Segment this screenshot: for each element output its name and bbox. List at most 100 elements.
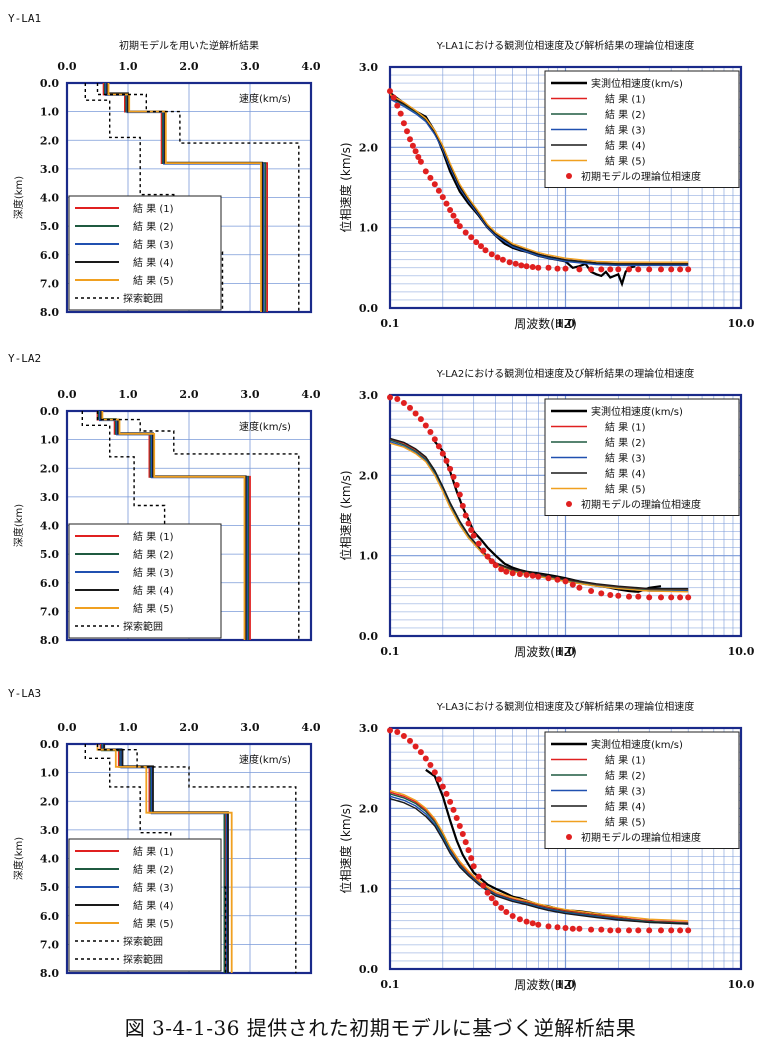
initial-model-point bbox=[545, 923, 552, 930]
initial-model-point bbox=[658, 266, 664, 273]
initial-model-point bbox=[598, 590, 605, 597]
initial-model-point bbox=[607, 592, 614, 598]
y-tick-label: 7.0 bbox=[40, 605, 59, 618]
legend-label: 結 果 (5) bbox=[133, 274, 174, 287]
legend-label: 結 果 (1) bbox=[133, 202, 174, 215]
legend-swatch bbox=[566, 173, 572, 179]
initial-model-point bbox=[685, 594, 692, 601]
legend-label: 初期モデルの理論位相速度 bbox=[581, 170, 701, 183]
legend-label: 結 果 (1) bbox=[133, 530, 174, 543]
initial-model-point bbox=[668, 266, 675, 273]
initial-model-point bbox=[509, 570, 516, 577]
initial-model-point bbox=[470, 532, 477, 539]
x-tick-label: 0.1 bbox=[380, 317, 399, 330]
phase-velocity-chart-1: Y-LA1における観測位相速度及び解析結果の理論位相速度 0.1 1.0 10.0 0.… bbox=[338, 39, 755, 331]
y-tick-label: 0.0 bbox=[40, 77, 59, 90]
initial-model-point bbox=[598, 926, 605, 933]
initial-model-point bbox=[626, 593, 632, 600]
legend-label: 結 果 (3) bbox=[133, 566, 174, 579]
initial-model-point bbox=[677, 927, 684, 934]
x-axis-label: 周波数(HZ) bbox=[514, 977, 577, 992]
initial-model-point bbox=[409, 142, 416, 149]
result-line-5 bbox=[389, 93, 689, 263]
initial-model-point bbox=[668, 927, 675, 934]
initial-model-point bbox=[475, 873, 482, 880]
initial-model-points bbox=[387, 394, 692, 601]
initial-model-point bbox=[499, 256, 506, 263]
plot-frame bbox=[65, 409, 313, 642]
legend-label: 結 果 (2) bbox=[133, 220, 174, 233]
x-tick-label: 10.0 bbox=[728, 317, 755, 330]
initial-model-point bbox=[554, 265, 561, 272]
initial-model-point bbox=[484, 553, 491, 560]
legend-label: 結 果 (5) bbox=[605, 816, 646, 829]
y-tick-label: 2.0 bbox=[359, 802, 378, 815]
initial-model-point bbox=[545, 264, 552, 271]
initial-model-point bbox=[523, 263, 530, 270]
legend-label: 結 果 (3) bbox=[133, 881, 174, 894]
y-tick-label: 4.0 bbox=[40, 853, 59, 866]
initial-model-point bbox=[545, 575, 552, 582]
x-tick-label: 1.0 bbox=[556, 978, 575, 991]
y-tick-label: 2.0 bbox=[359, 469, 378, 482]
initial-model-point bbox=[450, 473, 457, 480]
x-tick-label: 10.0 bbox=[728, 978, 755, 991]
initial-model-point bbox=[685, 927, 692, 934]
initial-model-point bbox=[607, 927, 614, 934]
initial-model-point bbox=[465, 520, 472, 527]
initial-model-point bbox=[404, 128, 410, 135]
initial-model-point bbox=[658, 927, 664, 934]
initial-model-point bbox=[569, 581, 576, 588]
legend-label: 結 果 (4) bbox=[605, 467, 646, 480]
initial-model-points bbox=[387, 88, 692, 273]
legend-label: 実測位相速度(km/s) bbox=[591, 405, 683, 418]
y-tick-label: 7.0 bbox=[40, 277, 59, 290]
site-label: Y-LA2 bbox=[8, 352, 41, 365]
y-tick-label: 0.0 bbox=[359, 302, 378, 315]
initial-model-point bbox=[435, 776, 442, 783]
initial-model-point bbox=[468, 527, 475, 533]
legend-label: 結 果 (3) bbox=[605, 124, 646, 137]
initial-model-point bbox=[503, 568, 510, 575]
plot-frame bbox=[65, 742, 313, 975]
velocity-depth-chart-3: Y-LA3 0.0 1.0 2.0 3.0 4.0 0.0 1.0 2.0 3.0 4.0 5.0 6.… bbox=[8, 687, 321, 980]
y-tick-label: 1.0 bbox=[359, 222, 378, 235]
y-tick-label: 0.0 bbox=[40, 405, 59, 418]
y-tick-label: 3.0 bbox=[359, 722, 378, 735]
initial-model-point bbox=[422, 755, 429, 762]
chart-title: Y-LA3における観測位相速度及び解析結果の理論位相速度 bbox=[436, 700, 695, 713]
initial-model-point bbox=[462, 229, 469, 236]
y-tick-label: 3.0 bbox=[40, 163, 59, 176]
legend-label: 結 果 (3) bbox=[133, 238, 174, 251]
initial-model-point bbox=[453, 482, 460, 488]
initial-model-point bbox=[503, 909, 510, 915]
initial-model-point bbox=[615, 266, 622, 273]
y-tick-label: 6.0 bbox=[40, 249, 59, 262]
y-tick-label: 1.0 bbox=[40, 434, 59, 447]
initial-model-point bbox=[523, 571, 530, 578]
initial-model-point bbox=[427, 762, 434, 768]
y-tick-label: 8.0 bbox=[40, 634, 59, 647]
x-tick-label: 0.0 bbox=[57, 388, 76, 401]
initial-model-point bbox=[562, 265, 569, 272]
initial-model-point bbox=[407, 136, 413, 143]
x-tick-label: 0.0 bbox=[57, 60, 76, 73]
result-line-3 bbox=[389, 98, 689, 267]
y-tick-label: 1.0 bbox=[359, 883, 378, 896]
legend-label: 初期モデルの理論位相速度 bbox=[581, 498, 701, 511]
initial-model-point bbox=[529, 572, 536, 579]
phase-velocity-chart-3: Y-LA3における観測位相速度及び解析結果の理論位相速度 0.1 1.0 10.0 0.… bbox=[338, 700, 755, 992]
initial-model-point bbox=[431, 436, 438, 443]
legend-box bbox=[68, 523, 222, 639]
y-tick-label: 4.0 bbox=[40, 192, 59, 205]
initial-model-point bbox=[473, 239, 480, 246]
x-tick-label: 3.0 bbox=[240, 60, 259, 73]
initial-model-point bbox=[417, 416, 424, 423]
y-tick-label: 4.0 bbox=[40, 520, 59, 533]
initial-model-point bbox=[415, 154, 422, 160]
x-tick-label: 0.0 bbox=[57, 721, 76, 734]
initial-model-point bbox=[615, 592, 622, 599]
initial-model-point bbox=[576, 584, 583, 591]
legend-label: 結 果 (5) bbox=[605, 155, 646, 168]
initial-model-point bbox=[400, 120, 407, 127]
